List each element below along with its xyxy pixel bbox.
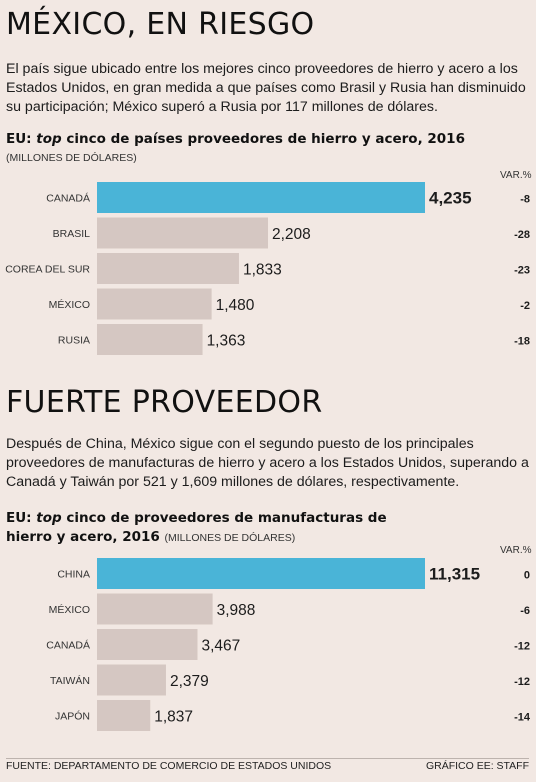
footer: FUENTE: DEPARTAMENTO DE COMERCIO DE ESTA… [0,756,536,782]
chart1-var-label-0: -8 [520,194,530,206]
chart2-bar-3 [97,664,166,696]
lede-paragraph-1: El país sigue ubicado entre los mejores … [6,61,526,115]
lede-paragraph-2: Después de China, México sigue con el se… [6,436,529,490]
footer-source: FUENTE: DEPARTAMENTO DE COMERCIO DE ESTA… [6,760,332,772]
chart2-category-label-4: JAPÓN [55,710,90,723]
chart2-category-label-2: CANADÁ [46,639,90,652]
headline-mexico-en-riesgo: MÉXICO, EN RIESGO [6,7,315,42]
chart2-category-label-0: CHINA [57,569,90,581]
chart2-var-label-3: -12 [514,676,530,688]
chart-title-1-italic: top [36,131,62,147]
chart1-var-label-1: -28 [514,229,530,241]
chart-unit-2: (MILLONES DE DÓLARES) [164,532,296,544]
chart-title-2: EU: top cinco de proveedores de manufact… [6,509,387,528]
chart-title-1-rest: cinco de países proveedores de hierro y … [61,131,465,147]
bar-chart-2-svg: CHINA 11,315 0 MÉXICO 3,988 -6 CANADÁ 3,467 -12 T… [46,558,531,731]
chart2-var-label-4: -14 [514,712,531,724]
chart1-bar-3 [97,288,212,320]
chart1-bar-4 [97,324,203,355]
chart2-category-label-3: TAIWÁN [50,674,90,687]
chart1-category-label-2: COREA DEL SUR [5,264,90,276]
bar-chart-1-svg: CANADÁ 4,235 -8 BRASIL 2,208 -28 COREA DEL SUR… [5,182,530,355]
chart-title-1-prefix: EU: [6,131,37,147]
chart-title-2-rest: cinco de proveedores de manufacturas de [61,510,387,526]
chart-title-2-prefix: EU: [6,510,37,526]
chart1-category-label-0: CANADÁ [46,192,90,205]
chart2-bar-1 [97,593,213,625]
chart-title-2-line2: hierro y acero, 2016 [6,529,160,545]
chart1-value-label-0: 4,235 [429,189,472,208]
chart2-var-label-1: -6 [520,605,530,617]
chart1-value-label-1: 2,208 [272,226,311,243]
chart2-category-label-1: MÉXICO [49,603,90,616]
chart2-var-label-0: 0 [524,570,530,582]
chart1-var-label-3: -2 [520,300,530,312]
chart2-bar-4 [97,700,151,731]
headline-fuerte-proveedor: FUERTE PROVEEDOR [6,385,323,420]
chart2-value-label-4: 1,837 [154,709,193,726]
chart2-value-label-0: 11,315 [429,565,480,584]
var-header-2: VAR.% [500,545,532,556]
chart2-bar-0 [97,558,425,589]
chart1-category-label-1: BRASIL [53,228,91,240]
chart2-value-label-3: 2,379 [170,673,209,690]
footer-credit: GRÁFICO EE: STAFF [425,760,529,772]
chart2-value-label-2: 3,467 [202,638,241,655]
chart1-value-label-3: 1,480 [216,297,255,314]
chart1-category-label-3: MÉXICO [49,298,90,311]
chart1-var-label-2: -23 [514,265,530,277]
chart1-var-label-4: -18 [514,336,530,348]
chart2-value-label-1: 3,988 [217,602,256,619]
chart1-category-label-4: RUSIA [58,335,90,347]
footer-divider [6,758,529,759]
bar-chart-2: CHINA 11,315 0 MÉXICO 3,988 -6 CANADÁ 3,467 -12 T… [0,556,536,736]
chart2-var-label-2: -12 [514,641,530,653]
var-header-1: VAR.% [500,170,532,181]
chart1-bar-2 [97,253,239,284]
chart1-bar-1 [97,217,269,249]
chart1-value-label-4: 1,363 [207,333,246,350]
chart1-bar-0 [97,182,425,213]
chart-title-1: EU: top cinco de países proveedores de h… [6,130,465,149]
chart2-bar-2 [97,629,198,660]
bar-chart-1: CANADÁ 4,235 -8 BRASIL 2,208 -28 COREA DEL SUR… [0,180,536,360]
chart1-value-label-2: 1,833 [243,262,282,279]
chart-unit-1: (MILLONES DE DÓLARES) [6,152,137,164]
chart-title-2-italic: top [36,510,62,526]
chart-title-2-line2-row: hierro y acero, 2016 (MILLONES DE DÓLARE… [6,528,295,548]
